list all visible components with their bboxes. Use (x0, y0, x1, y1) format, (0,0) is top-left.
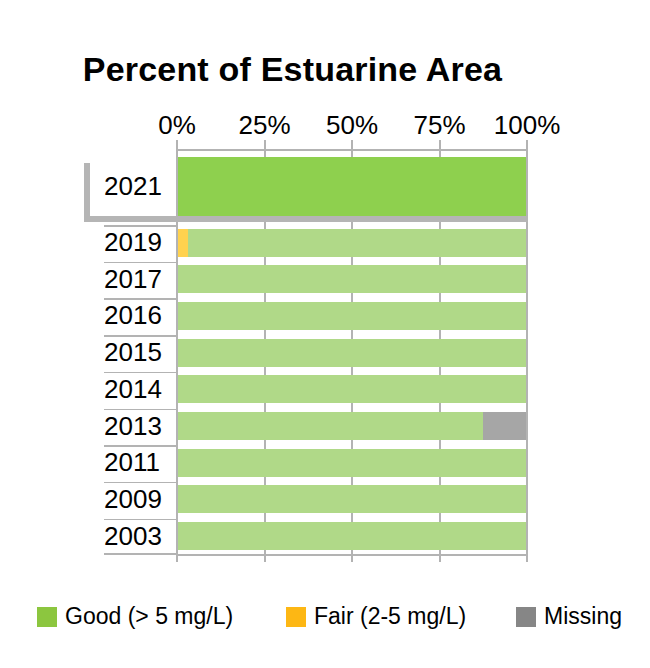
bar-2013 (178, 412, 526, 440)
highlight-bracket-vertical (84, 163, 90, 222)
legend-item-missing: Missing (516, 603, 622, 630)
row-separator (104, 335, 177, 337)
year-label-2017: 2017 (104, 265, 174, 293)
x-tick-label: 50% (326, 110, 378, 141)
gridline-100 (526, 140, 528, 562)
year-label-2021: 2021 (104, 157, 174, 216)
bar-segment-2009-good (178, 485, 526, 513)
row-separator (104, 553, 177, 555)
x-tick-label: 100% (494, 110, 561, 141)
year-label-2015: 2015 (104, 339, 174, 367)
row-separator (104, 445, 177, 447)
bar-segment-2011-good (178, 449, 526, 477)
fair-swatch-icon (286, 607, 306, 627)
row-separator (104, 262, 177, 264)
x-axis-bottom (176, 554, 528, 556)
highlight-bracket-horizontal (84, 216, 528, 222)
row-separator (104, 482, 177, 484)
legend-item-fair: Fair (2-5 mg/L) (286, 603, 466, 630)
chart-title: Percent of Estuarine Area (0, 50, 585, 89)
legend-item-good: Good (> 5 mg/L) (37, 603, 233, 630)
bar-segment-2013-good (178, 412, 483, 440)
bar-segment-2021-good (178, 157, 526, 216)
legend-label-good: Good (> 5 mg/L) (65, 603, 233, 630)
bar-segment-2013-missing (483, 412, 527, 440)
year-label-2016: 2016 (104, 302, 174, 330)
bar-2019 (178, 229, 526, 257)
bar-segment-2015-good (178, 339, 526, 367)
row-separator (104, 298, 177, 300)
legend-label-missing: Missing (544, 603, 622, 630)
x-tick-label: 25% (238, 110, 290, 141)
missing-swatch-icon (516, 607, 536, 627)
bar-2003 (178, 522, 526, 550)
x-tick-label: 75% (413, 110, 465, 141)
year-label-2019: 2019 (104, 229, 174, 257)
year-label-2009: 2009 (104, 485, 174, 513)
bar-segment-2019-good (188, 229, 526, 257)
x-axis-top (176, 149, 528, 151)
bar-2021 (178, 157, 526, 216)
bar-2011 (178, 449, 526, 477)
row-separator (104, 519, 177, 521)
year-label-2011: 2011 (104, 449, 174, 477)
bar-2017 (178, 265, 526, 293)
bar-segment-2014-good (178, 375, 526, 403)
year-label-2013: 2013 (104, 412, 174, 440)
year-label-2003: 2003 (104, 522, 174, 550)
year-label-2014: 2014 (104, 375, 174, 403)
legend-label-fair: Fair (2-5 mg/L) (314, 603, 466, 630)
legend: Good (> 5 mg/L) Fair (2-5 mg/L) Missing (0, 0, 650, 668)
x-tick-label: 0% (158, 110, 196, 141)
row-separator (104, 409, 177, 411)
bar-segment-2019-fair (178, 229, 188, 257)
bar-2016 (178, 302, 526, 330)
row-separator (104, 225, 177, 227)
good-swatch-icon (37, 607, 57, 627)
bar-2015 (178, 339, 526, 367)
bar-2014 (178, 375, 526, 403)
bar-segment-2017-good (178, 265, 526, 293)
bar-2009 (178, 485, 526, 513)
row-separator (104, 372, 177, 374)
bar-segment-2003-good (178, 522, 526, 550)
bar-segment-2016-good (178, 302, 526, 330)
